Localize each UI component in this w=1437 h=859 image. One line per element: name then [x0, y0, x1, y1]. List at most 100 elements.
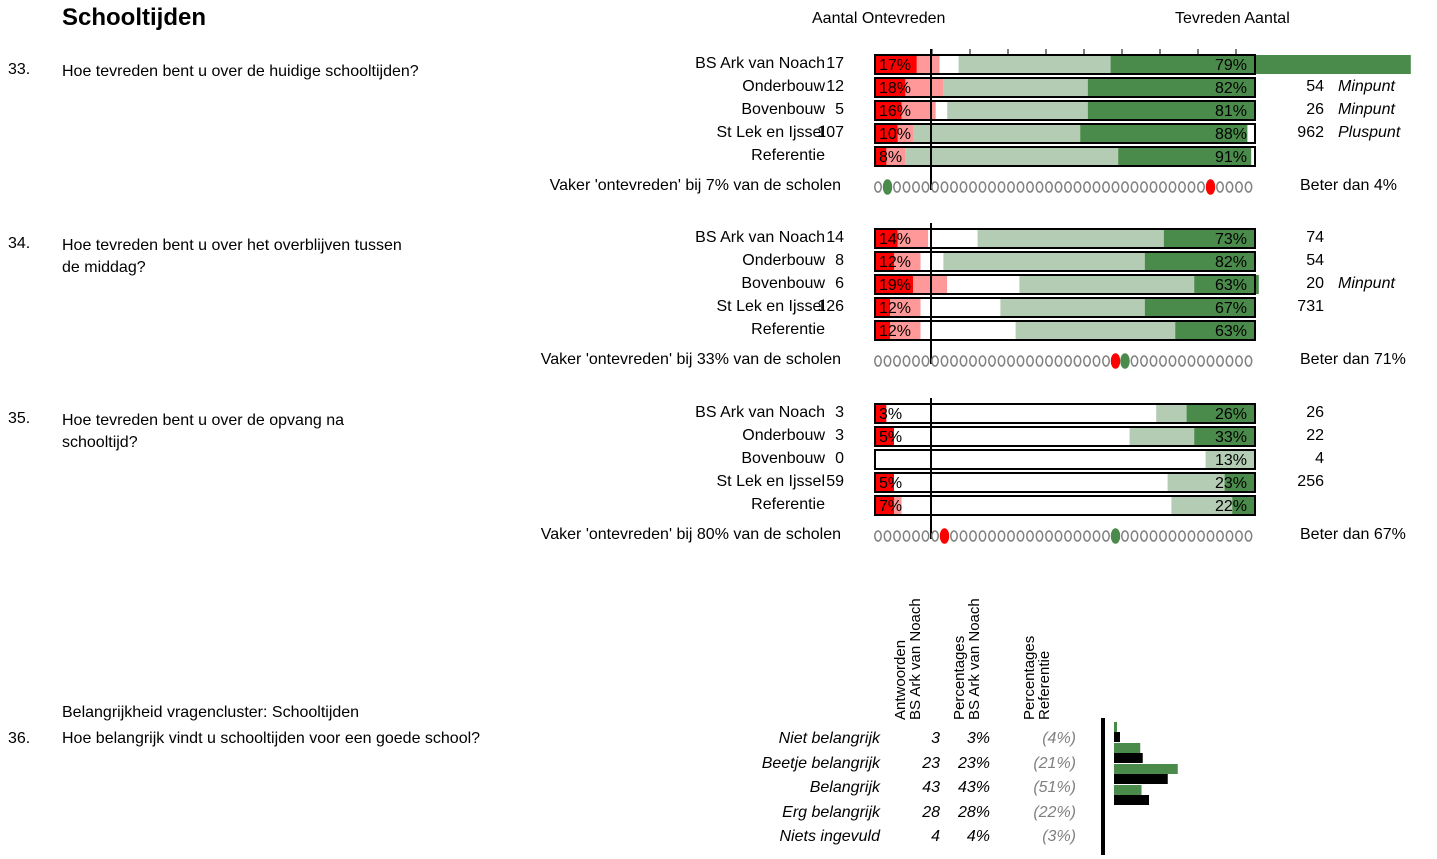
question-number: 34.	[8, 235, 31, 252]
answer-pct: 3%	[966, 730, 990, 747]
school-dot	[1083, 530, 1091, 542]
sat-pct-label: 88%	[1215, 126, 1247, 143]
unsat-pct-label: 19%	[879, 277, 911, 294]
school-dot	[912, 355, 920, 367]
school-dot	[1159, 355, 1167, 367]
school-dot	[1149, 181, 1158, 193]
count-right: 962	[1297, 124, 1324, 141]
reference-pct: (51%)	[1033, 779, 1076, 796]
school-dot	[1111, 181, 1120, 193]
question-number: 33.	[8, 61, 31, 78]
bar-frame	[874, 403, 1256, 424]
page-title: Schooltijden	[62, 4, 206, 31]
school-dot	[1064, 181, 1072, 193]
bar-group: 17% 79% 18% 82% 16% 81% 10% 88% 8% 91%	[874, 49, 1411, 190]
unsat-dark-bar	[875, 101, 902, 120]
row-label: Bovenbouw	[741, 275, 825, 292]
sat-dark-bar	[1175, 321, 1255, 340]
question-text: Hoe tevreden bent u over de huidige scho…	[62, 63, 419, 80]
sat-pct-label: 33%	[1215, 429, 1247, 446]
unsat-light-bar	[897, 229, 929, 248]
own-bar	[1114, 753, 1143, 763]
school-dot	[921, 530, 930, 542]
school-dot	[1083, 181, 1091, 193]
count-left: 17	[826, 55, 844, 72]
column-header: BS Ark van Noach	[966, 598, 983, 720]
school-dot	[1149, 530, 1158, 542]
school-dot-reference	[939, 528, 950, 544]
school-dot	[1159, 181, 1167, 193]
school-dot	[1045, 355, 1053, 367]
row-label: BS Ark van Noach	[695, 229, 825, 246]
school-dot	[1007, 530, 1015, 542]
count-left: 3	[835, 404, 844, 421]
row-label: St Lek en Ijssel	[716, 473, 826, 490]
question-number: 36.	[8, 730, 31, 747]
sat-pct-label: 82%	[1215, 80, 1247, 97]
beter-dan-text: Beter dan 67%	[1300, 526, 1406, 543]
sat-light-bar	[1000, 298, 1145, 317]
row-label: St Lek en Ijssel	[716, 298, 826, 315]
sat-light-bar	[913, 124, 1081, 143]
school-dot	[1149, 355, 1158, 367]
count-left: 107	[817, 124, 844, 141]
bar-frame	[874, 146, 1256, 167]
unsat-pct-label: 12%	[879, 323, 911, 340]
school-dot	[931, 181, 939, 193]
row-label: Referentie	[751, 147, 825, 164]
answer-label: Niets ingevuld	[779, 828, 881, 845]
school-dot	[1035, 355, 1044, 367]
school-dot	[1083, 355, 1091, 367]
school-dot	[1073, 355, 1082, 367]
school-dot	[988, 181, 996, 193]
unsat-dark-bar	[875, 321, 891, 340]
count-right: 731	[1297, 298, 1324, 315]
school-dot	[1016, 181, 1025, 193]
school-dot	[874, 355, 882, 367]
column-header: BS Ark van Noach	[907, 598, 924, 720]
neutral-bar	[875, 450, 1206, 469]
sat-pct-label: 81%	[1215, 103, 1247, 120]
school-dot	[1102, 530, 1110, 542]
bar-frame	[874, 77, 1256, 98]
sat-light-bar	[1019, 275, 1195, 294]
neutral-bar	[920, 298, 1001, 317]
school-dot	[1187, 530, 1196, 542]
answer-pct: 43%	[957, 779, 990, 796]
neutral-bar	[886, 404, 1157, 423]
school-dot	[902, 355, 911, 367]
question-text: Hoe belangrijk vindt u schooltijden voor…	[62, 730, 481, 747]
school-dot	[969, 181, 977, 193]
school-dot	[1140, 530, 1148, 542]
count-right: 256	[1297, 473, 1324, 490]
school-dot	[1206, 355, 1215, 367]
bar-group: 3% 26% 5% 33% 13% 5% 23% 7% 22%	[874, 398, 1256, 539]
school-dot-reference	[1110, 353, 1121, 369]
bar-frame	[874, 426, 1256, 447]
count-right: 54	[1306, 252, 1324, 269]
answer-pct: 23%	[957, 754, 990, 772]
unsat-light-bar	[894, 252, 921, 271]
school-dot	[1130, 530, 1139, 542]
neutral-bar	[939, 55, 959, 74]
count-right: 22	[1306, 427, 1324, 444]
summary-text: Vaker 'ontevreden' bij 33% van de schole…	[540, 351, 841, 368]
sat-dark-bar	[1232, 496, 1255, 515]
sat-dark-bar	[1163, 229, 1255, 248]
school-dot	[883, 355, 892, 367]
bar-frame	[874, 320, 1256, 341]
school-dot	[1064, 530, 1072, 542]
sat-light-bar	[947, 101, 1088, 120]
sat-pct-label: 23%	[1215, 475, 1247, 492]
summary-text: Vaker 'ontevreden' bij 80% van de schole…	[540, 526, 841, 543]
school-dot	[969, 355, 977, 367]
unsat-light-bar	[901, 101, 936, 120]
count-right: 74	[1306, 229, 1324, 246]
school-dot	[1168, 530, 1177, 542]
unsat-dark-bar	[875, 78, 906, 97]
school-dot	[1026, 530, 1034, 542]
school-dot	[883, 530, 892, 542]
own-bar	[1114, 732, 1120, 742]
count-left: 3	[835, 427, 844, 444]
sat-pct-label: 82%	[1215, 254, 1247, 271]
